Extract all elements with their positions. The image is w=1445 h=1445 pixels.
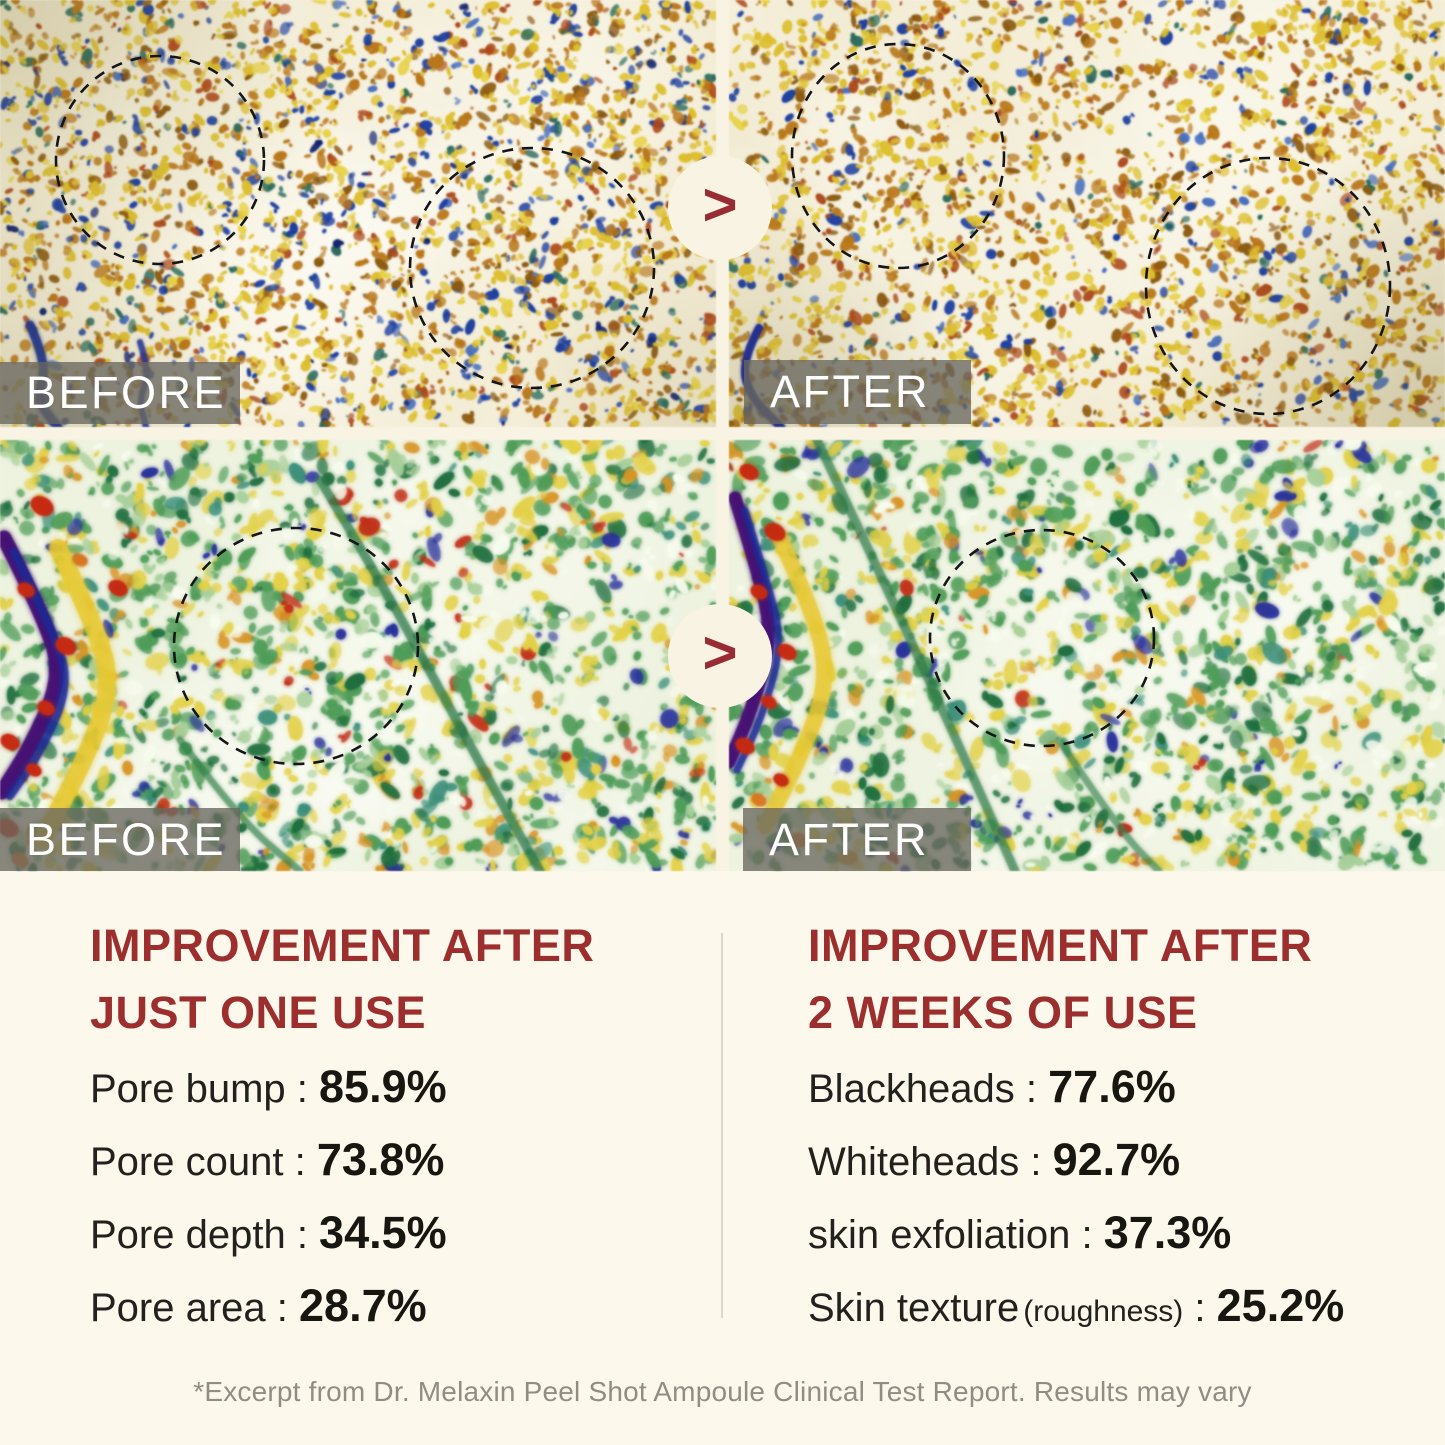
after-label-bottom: AFTER <box>743 808 971 871</box>
stat-value: 37.3% <box>1103 1207 1232 1258</box>
stat-label: Blackheads <box>808 1067 1015 1111</box>
before-label-top: BEFORE <box>0 362 240 424</box>
stat-label-note: (roughness) <box>1023 1295 1184 1328</box>
stat-separator: : <box>1019 1140 1053 1184</box>
stat-label: Whiteheads <box>808 1140 1020 1184</box>
stat-separator: : <box>283 1140 317 1184</box>
stat-separator: : <box>285 1213 320 1257</box>
stat-label: Skin texture <box>808 1286 1020 1330</box>
stats-column-two-weeks: IMPROVEMENT AFTER 2 WEEKS OF USE Blackhe… <box>808 912 1408 1360</box>
after-label-top: AFTER <box>744 360 971 424</box>
stat-value: 73.8% <box>316 1134 445 1185</box>
stat-value: 25.2% <box>1216 1280 1345 1331</box>
stats-heading-one-use: IMPROVEMENT AFTER JUST ONE USE <box>90 912 670 1046</box>
stat-value: 85.9% <box>319 1061 447 1112</box>
stat-separator: : <box>1183 1286 1217 1330</box>
stat-row: Skin texture (roughness) : 25.2% <box>808 1283 1408 1335</box>
stat-value: 28.7% <box>299 1280 427 1331</box>
before-after-photo-grid: BEFORE AFTER BEFORE AFTER > > <box>0 0 1445 871</box>
stat-row: Pore depth : 34.5% <box>90 1210 670 1258</box>
stat-value: 92.7% <box>1052 1134 1181 1185</box>
heading-line: IMPROVEMENT AFTER <box>90 920 595 971</box>
stat-label: Pore area <box>90 1286 266 1330</box>
heading-line: IMPROVEMENT AFTER <box>808 920 1313 971</box>
stats-column-one-use: IMPROVEMENT AFTER JUST ONE USE Pore bump… <box>90 912 670 1356</box>
stat-value: 77.6% <box>1048 1061 1176 1112</box>
stats-heading-two-weeks: IMPROVEMENT AFTER 2 WEEKS OF USE <box>808 912 1408 1046</box>
arrow-circle-top: > <box>668 156 772 260</box>
heading-line: JUST ONE USE <box>90 987 427 1038</box>
stats-column-divider <box>721 933 723 1318</box>
stat-separator: : <box>1014 1067 1049 1111</box>
stat-label: Pore count <box>90 1140 284 1184</box>
stat-value: 34.5% <box>319 1207 447 1258</box>
chevron-right-icon: > <box>702 171 738 238</box>
skin-photo-before-bottom <box>0 440 716 871</box>
disclaimer-text: *Excerpt from Dr. Melaxin Peel Shot Ampo… <box>193 1376 1252 1407</box>
stat-row: Blackheads : 77.6% <box>808 1064 1408 1112</box>
stat-label: Pore bump <box>90 1067 286 1111</box>
stat-row: Pore count : 73.8% <box>90 1137 670 1185</box>
stat-separator: : <box>265 1286 300 1330</box>
before-label-bottom: BEFORE <box>0 808 240 871</box>
stat-label: Pore depth <box>90 1213 286 1257</box>
stat-row: Pore area : 28.7% <box>90 1283 670 1331</box>
stat-row: Whiteheads : 92.7% <box>808 1137 1408 1185</box>
heading-line: 2 WEEKS OF USE <box>808 987 1198 1038</box>
arrow-circle-bottom: > <box>668 604 772 708</box>
chevron-right-icon: > <box>702 619 738 686</box>
stat-row: skin exfoliation : 37.3% <box>808 1210 1408 1258</box>
stat-separator: : <box>1070 1213 1104 1257</box>
skin-photo-after-bottom <box>729 440 1445 871</box>
stat-row: Pore bump : 85.9% <box>90 1064 670 1112</box>
stat-separator: : <box>285 1067 320 1111</box>
stat-label: skin exfoliation <box>808 1213 1071 1257</box>
